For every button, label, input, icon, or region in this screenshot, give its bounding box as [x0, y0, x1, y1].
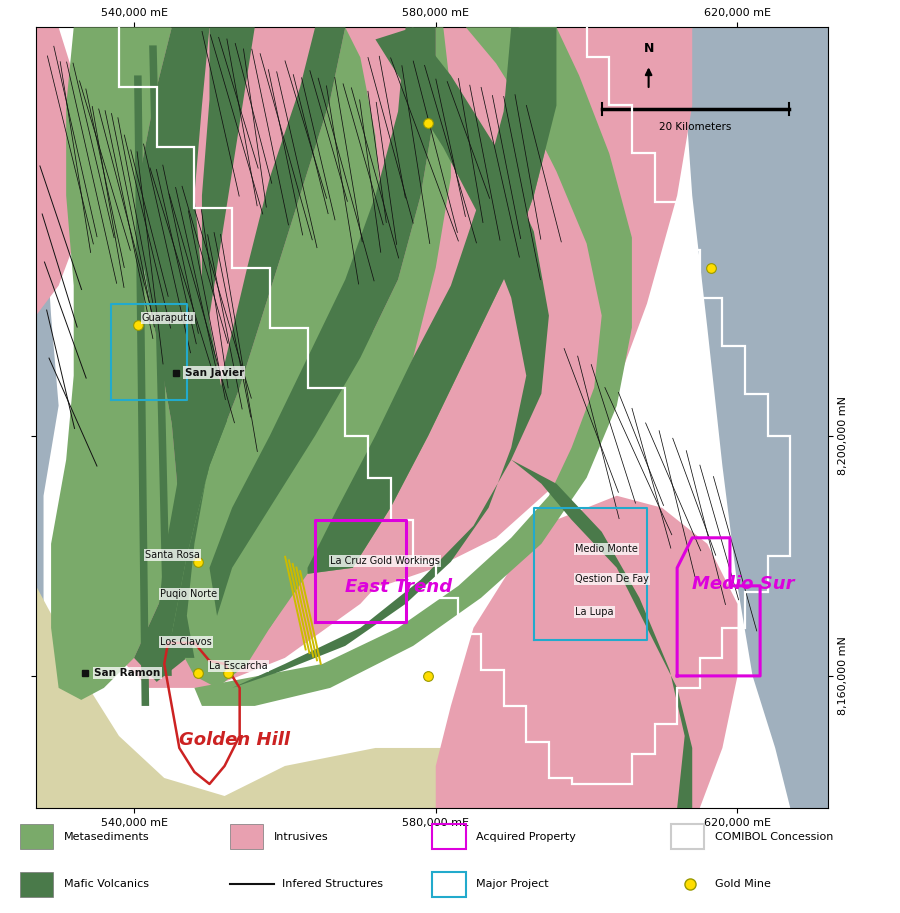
Text: Metasediments: Metasediments	[64, 832, 149, 842]
Polygon shape	[36, 586, 134, 808]
Text: Guaraputu: Guaraputu	[141, 313, 194, 323]
Text: Intrusives: Intrusives	[274, 832, 328, 842]
Polygon shape	[232, 27, 549, 687]
Text: Infered Structures: Infered Structures	[283, 879, 383, 889]
Text: La Escarcha: La Escarcha	[210, 661, 268, 671]
Text: Gold Mine: Gold Mine	[715, 879, 770, 889]
Polygon shape	[81, 436, 157, 538]
Polygon shape	[36, 27, 89, 316]
Polygon shape	[36, 586, 285, 808]
Text: Medio Monte: Medio Monte	[575, 544, 638, 554]
Bar	[20, 824, 53, 849]
Polygon shape	[172, 27, 383, 687]
Polygon shape	[308, 27, 556, 573]
Text: East Trend: East Trend	[346, 578, 453, 596]
Text: La Cruz Gold Workings: La Cruz Gold Workings	[330, 556, 440, 566]
Bar	[230, 824, 263, 849]
Polygon shape	[308, 27, 556, 573]
Polygon shape	[134, 76, 149, 706]
Polygon shape	[157, 27, 346, 658]
Polygon shape	[436, 496, 737, 808]
Text: Golden Hill: Golden Hill	[179, 731, 291, 749]
Bar	[432, 824, 466, 849]
Bar	[20, 872, 53, 897]
Text: Santa Rosa: Santa Rosa	[146, 550, 200, 560]
Polygon shape	[248, 27, 692, 586]
Text: Mafic Volcanics: Mafic Volcanics	[64, 879, 148, 889]
Polygon shape	[210, 748, 473, 808]
Bar	[670, 824, 704, 849]
Bar	[432, 872, 466, 897]
Polygon shape	[194, 27, 632, 706]
Polygon shape	[217, 27, 451, 645]
Polygon shape	[685, 27, 828, 808]
Text: Medio Sur: Medio Sur	[692, 575, 795, 593]
Text: La Lupa: La Lupa	[575, 607, 614, 617]
Text: Puqio Norte: Puqio Norte	[160, 589, 218, 599]
Text: Major Project: Major Project	[476, 879, 549, 889]
Text: Los Clavos: Los Clavos	[160, 637, 212, 647]
Text: Qestion De Fay: Qestion De Fay	[575, 574, 649, 584]
Text: San Ramon: San Ramon	[94, 668, 160, 677]
Polygon shape	[36, 27, 81, 808]
Text: Acquired Property: Acquired Property	[476, 832, 576, 842]
Polygon shape	[511, 460, 692, 808]
Polygon shape	[36, 628, 134, 808]
Polygon shape	[210, 27, 436, 616]
Text: San Javier: San Javier	[184, 368, 244, 378]
Polygon shape	[134, 27, 239, 682]
Polygon shape	[112, 27, 526, 687]
Polygon shape	[51, 27, 179, 700]
Text: COMIBOL Concession: COMIBOL Concession	[715, 832, 833, 842]
Polygon shape	[149, 46, 172, 676]
